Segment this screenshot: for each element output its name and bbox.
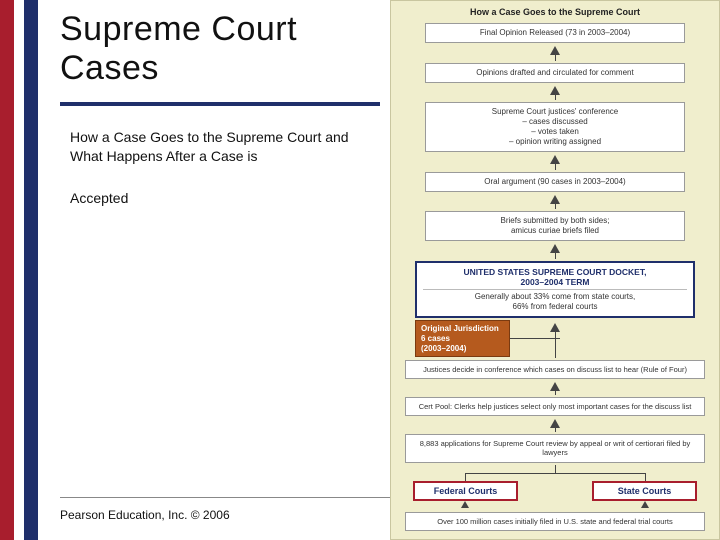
arrow-up-icon <box>641 501 649 508</box>
split-horizontal <box>465 473 645 474</box>
arrow-stem <box>555 391 556 395</box>
flow-box-conference: Supreme Court justices' conference – cas… <box>425 102 685 152</box>
stripe-red <box>0 0 14 540</box>
flow-box-oral-argument: Oral argument (90 cases in 2003–2004) <box>425 172 685 192</box>
title-rule <box>60 102 380 106</box>
footer-text: Pearson Education, Inc. © 2006 <box>60 508 230 522</box>
left-column: Supreme Court Cases How a Case Goes to t… <box>60 10 380 206</box>
docket-box: UNITED STATES SUPREME COURT DOCKET, 2003… <box>415 261 695 318</box>
arrow-stem <box>555 253 556 259</box>
arrow-up-icon <box>550 244 560 253</box>
docket-heading: UNITED STATES SUPREME COURT DOCKET, 2003… <box>423 267 687 290</box>
stripe-white <box>14 0 24 540</box>
arrow-up-icon <box>550 323 560 332</box>
accepted-text: Accepted <box>70 190 380 206</box>
footer-rule <box>60 497 390 498</box>
arrow-stem <box>555 164 556 170</box>
flowchart-panel: How a Case Goes to the Supreme Court Fin… <box>390 0 720 540</box>
arrow-stem <box>555 332 556 358</box>
original-jurisdiction-row: Original Jurisdiction 6 cases (2003–2004… <box>415 320 695 359</box>
arrow-stem <box>555 55 556 61</box>
stripe-blue <box>24 0 38 540</box>
arrow-up-icon <box>550 46 560 55</box>
arrow-stem <box>555 95 556 101</box>
arrow-up-icon <box>461 501 469 508</box>
arrow-up-icon <box>550 382 560 391</box>
split-row: Federal Courts State Courts <box>405 465 705 508</box>
flow-box-opinions-drafted: Opinions drafted and circulated for comm… <box>425 63 685 83</box>
flow-box-cert-pool: Cert Pool: Clerks help justices select o… <box>405 397 705 416</box>
flow-box-briefs: Briefs submitted by both sides; amicus c… <box>425 211 685 241</box>
flow-box-initial-cases: Over 100 million cases initially filed i… <box>405 512 705 531</box>
page-title: Supreme Court Cases <box>60 10 380 88</box>
arrow-up-icon <box>550 155 560 164</box>
state-courts-box: State Courts <box>592 481 697 501</box>
subtitle-text: How a Case Goes to the Supreme Court and… <box>70 128 380 166</box>
original-jurisdiction-box: Original Jurisdiction 6 cases (2003–2004… <box>415 320 510 357</box>
split-vertical-right <box>645 473 646 481</box>
flow-box-final-opinion: Final Opinion Released (73 in 2003–2004) <box>425 23 685 43</box>
split-vertical-left <box>465 473 466 481</box>
flow-box-applications: 8,883 applications for Supreme Court rev… <box>405 434 705 463</box>
flow-box-rule-of-four: Justices decide in conference which case… <box>405 360 705 379</box>
flowchart-title: How a Case Goes to the Supreme Court <box>470 7 640 17</box>
arrow-stem <box>555 204 556 210</box>
federal-courts-box: Federal Courts <box>413 481 518 501</box>
split-vertical <box>555 465 556 473</box>
arrow-up-icon <box>550 195 560 204</box>
docket-body: Generally about 33% come from state cour… <box>423 292 687 312</box>
arrow-stem <box>555 428 556 432</box>
arrow-up-icon <box>550 419 560 428</box>
arrow-up-icon <box>550 86 560 95</box>
arrow-group <box>550 320 560 360</box>
